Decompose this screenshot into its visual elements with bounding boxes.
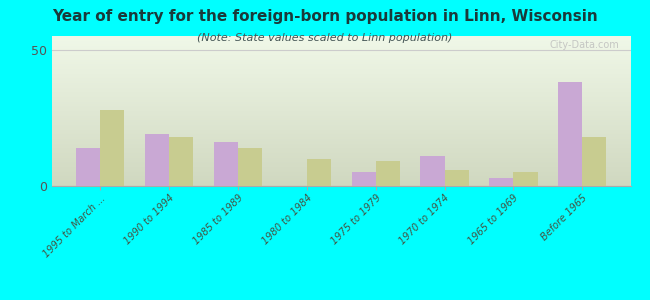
Bar	[514, 172, 538, 186]
Bar	[582, 137, 606, 186]
Bar	[489, 178, 514, 186]
Text: City-Data.com: City-Data.com	[549, 40, 619, 50]
Bar	[100, 110, 124, 186]
Bar	[352, 172, 376, 186]
Bar	[558, 82, 582, 186]
Bar	[376, 161, 400, 186]
Bar	[238, 148, 262, 186]
Bar	[169, 137, 193, 186]
Bar	[421, 156, 445, 186]
Bar	[307, 159, 331, 186]
Bar	[76, 148, 100, 186]
Bar	[214, 142, 238, 186]
Text: (Note: State values scaled to Linn population): (Note: State values scaled to Linn popul…	[198, 33, 452, 43]
Bar	[145, 134, 169, 186]
Text: Year of entry for the foreign-born population in Linn, Wisconsin: Year of entry for the foreign-born popul…	[52, 9, 598, 24]
Bar	[445, 169, 469, 186]
